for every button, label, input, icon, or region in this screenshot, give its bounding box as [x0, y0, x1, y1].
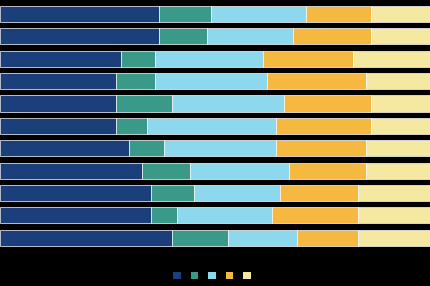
Bar — [370, 118, 430, 134]
Bar — [305, 6, 370, 22]
Bar — [275, 118, 370, 134]
Bar — [284, 96, 370, 112]
Bar — [370, 28, 430, 44]
Bar — [129, 140, 163, 156]
Bar — [292, 28, 370, 44]
Bar — [211, 6, 305, 22]
Bar — [116, 73, 155, 89]
Bar — [288, 162, 366, 179]
Bar — [297, 230, 357, 246]
Bar — [0, 185, 150, 201]
Bar — [150, 207, 176, 223]
Bar — [370, 96, 430, 112]
Bar — [155, 73, 267, 89]
Bar — [189, 162, 288, 179]
Bar — [176, 207, 271, 223]
Bar — [150, 185, 194, 201]
Bar — [366, 162, 430, 179]
Bar — [0, 118, 116, 134]
Bar — [0, 28, 159, 44]
Bar — [159, 6, 211, 22]
Bar — [0, 207, 150, 223]
Bar — [172, 230, 228, 246]
Bar — [155, 51, 262, 67]
Bar — [194, 185, 280, 201]
Bar — [142, 162, 189, 179]
Bar — [0, 162, 142, 179]
Bar — [275, 140, 366, 156]
Bar — [0, 140, 129, 156]
Bar — [271, 207, 357, 223]
Bar — [116, 96, 172, 112]
Bar — [0, 6, 159, 22]
Bar — [353, 51, 430, 67]
Bar — [357, 230, 430, 246]
Bar — [280, 185, 357, 201]
Bar — [370, 6, 430, 22]
Bar — [146, 118, 275, 134]
Bar — [159, 28, 206, 44]
Bar — [206, 28, 292, 44]
Bar — [163, 140, 275, 156]
Bar — [357, 185, 430, 201]
Bar — [228, 230, 297, 246]
Legend: , , , , : , , , , — [170, 268, 260, 283]
Bar — [0, 51, 120, 67]
Bar — [116, 118, 146, 134]
Bar — [262, 51, 353, 67]
Bar — [0, 230, 172, 246]
Bar — [120, 51, 155, 67]
Bar — [0, 96, 116, 112]
Bar — [357, 207, 430, 223]
Bar — [267, 73, 366, 89]
Bar — [0, 73, 116, 89]
Bar — [366, 73, 430, 89]
Bar — [172, 96, 284, 112]
Bar — [366, 140, 430, 156]
